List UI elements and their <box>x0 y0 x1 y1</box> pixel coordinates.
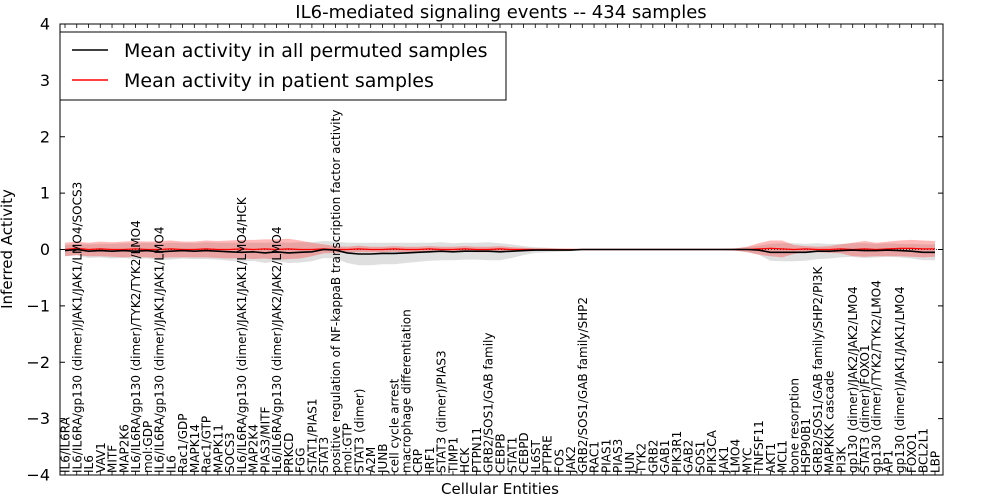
x-tick-label: CEBPB <box>494 433 508 473</box>
x-tick-label: GAB2 <box>682 440 696 473</box>
legend: Mean activity in all permuted samples Me… <box>59 31 507 101</box>
legend-label-permuted: Mean activity in all permuted samples <box>124 40 487 62</box>
x-tick-label: macrophage differentiation <box>399 309 413 473</box>
x-tick-label: GRB2/SOS1/GAB family/SHP2/PI3K <box>811 265 825 473</box>
x-tick-label: STAT3 <box>317 437 331 473</box>
legend-label-patient: Mean activity in patient samples <box>124 70 434 92</box>
x-tick-label: Rac1/GTP <box>200 416 214 473</box>
x-tick-label: PI3K <box>834 446 848 473</box>
x-tick-label: JAK2 <box>564 446 578 474</box>
x-tick-label: FOXO1 <box>905 433 919 473</box>
x-tick-label: IL6 <box>164 455 178 473</box>
x-tick-label: GRB2/SOS1/GAB family/SHP2 <box>576 297 590 473</box>
x-tick-label: gp130 (dimer)/JAK1/JAK1/LMO4 <box>893 286 907 473</box>
x-tick-label: MAP2K6 <box>117 424 131 473</box>
x-tick-label: SOCS3 <box>223 432 237 473</box>
x-tick-label: MITF <box>106 445 120 473</box>
permuted-confidence-band-layer <box>65 241 935 266</box>
x-tick-label: GRB2/SOS1/GAB family <box>482 333 496 474</box>
x-tick-label: MYC <box>740 448 754 473</box>
x-tick-label: IRF1 <box>423 447 437 473</box>
x-tick-label: PTPRE <box>541 435 555 473</box>
x-tick-label: LBP <box>929 451 943 473</box>
y-tick-label: 0 <box>40 240 50 259</box>
x-tick-label: JAK1 <box>717 446 731 474</box>
x-tick-label: cell cycle arrest <box>388 378 402 473</box>
chart-title: IL6-mediated signaling events -- 434 sam… <box>295 2 706 23</box>
y-axis-label: Inferred Activity <box>0 189 16 309</box>
x-tick-label: IL6/IL6RA/gp130 (dimer)/JAK2/JAK2/LMO4 <box>270 227 284 473</box>
x-tick-label: HCK <box>458 447 472 473</box>
x-tick-label: AKT1 <box>764 443 778 473</box>
x-tick-label: bone resorption <box>787 378 801 473</box>
permuted-confidence-band <box>65 241 935 266</box>
x-tick-label: IL6 <box>82 455 96 473</box>
x-tick-label: JUN <box>623 452 637 474</box>
y-tick-label: −1 <box>26 296 50 315</box>
y-axis-ticks: −4 −3 −2 −1 0 1 2 3 4 <box>26 15 943 485</box>
x-tick-label: TIMP1 <box>447 437 461 474</box>
x-tick-label: GAB1 <box>658 440 672 473</box>
y-tick-label: 1 <box>40 184 50 203</box>
y-tick-label: 4 <box>40 15 50 34</box>
x-tick-label: PIAS3/MITF <box>258 406 272 473</box>
x-tick-label: HSP90B1 <box>799 418 813 473</box>
x-tick-label: PRKCD <box>282 433 296 473</box>
x-tick-label: TNFSF11 <box>752 420 766 474</box>
x-tick-label: IL6/IL6RA/gp130 (dimer)/TYK2/TYK2/LMO4 <box>129 220 143 473</box>
x-tick-label: PIK3R1 <box>670 431 684 473</box>
x-tick-label: PTPN11 <box>470 427 484 473</box>
x-tick-label: FOS <box>552 449 566 473</box>
x-tick-label: STAT3 (dimer) <box>352 389 366 473</box>
x-tick-label: IL6/IL6RA/gp130 (dimer)/JAK1/JAK1/LMO4 <box>153 227 167 473</box>
x-tick-label: mol:GTP <box>341 423 355 473</box>
x-tick-label: gp130 (dimer)/JAK2/JAK2/LMO4 <box>846 286 860 473</box>
x-tick-label: MAP2K4 <box>247 424 261 473</box>
y-tick-label: −2 <box>26 353 50 372</box>
x-tick-label: STAT1/PIAS1 <box>305 398 319 473</box>
x-tick-label: STAT3 (dimer)/PIAS3 <box>435 350 449 473</box>
x-tick-label: CRP <box>411 449 425 473</box>
x-tick-label: Rac1/GDP <box>176 414 190 473</box>
y-tick-label: −3 <box>26 409 50 428</box>
x-tick-label: PIAS3 <box>611 439 625 473</box>
x-tick-label: STAT3 (dimer)/FOXO1 <box>858 344 872 473</box>
x-tick-label: MAPK14 <box>188 424 202 473</box>
x-tick-label: MAPK11 <box>211 424 225 473</box>
x-tick-label: LMO4 <box>729 439 743 473</box>
x-tick-label: CEBPD <box>517 432 531 473</box>
x-tick-label: PIK3CA <box>705 429 719 473</box>
x-tick-label: IL6/IL6RA/gp130 (dimer)/JAK1/JAK1/LMO4/S… <box>70 182 84 473</box>
x-tick-label: IL6/IL6RA/gp130 (dimer)/JAK1/JAK1/LMO4/H… <box>235 196 249 473</box>
x-tick-label: positive regulation of NF-kappaB transcr… <box>329 110 343 473</box>
x-tick-label: PIAS1 <box>599 439 613 473</box>
x-tick-label: gp130 (dimer)/TYK2/TYK2/LMO4 <box>870 280 884 473</box>
y-tick-label: 3 <box>40 71 50 90</box>
x-tick-label: RAC1 <box>588 441 602 473</box>
y-tick-label: 2 <box>40 127 50 146</box>
x-tick-label: A2M <box>364 447 378 473</box>
x-tick-label: MCL1 <box>776 440 790 473</box>
x-tick-label: TYK2 <box>635 443 649 474</box>
legend-box <box>59 31 507 101</box>
x-axis-label: Cellular Entities <box>441 480 559 498</box>
x-tick-label: AP1 <box>882 450 896 473</box>
x-tick-label: JUNB <box>376 443 390 474</box>
x-tick-label: FGG <box>294 448 308 474</box>
x-tick-label: SOS1 <box>693 441 707 473</box>
series-lines <box>64 247 936 255</box>
x-tick-label: IL6ST <box>529 440 543 473</box>
x-tick-label: BCL2L1 <box>917 428 931 473</box>
x-tick-label: IL6/IL6RA <box>59 416 73 473</box>
x-tick-label: VAV1 <box>94 442 108 473</box>
x-tick-label: STAT1 <box>505 437 519 473</box>
x-tick-label: GRB2 <box>646 439 660 473</box>
y-tick-label: −4 <box>26 466 50 485</box>
x-tick-label: MAPKKK cascade <box>823 371 837 473</box>
x-tick-label: mol:GDP <box>141 421 155 473</box>
